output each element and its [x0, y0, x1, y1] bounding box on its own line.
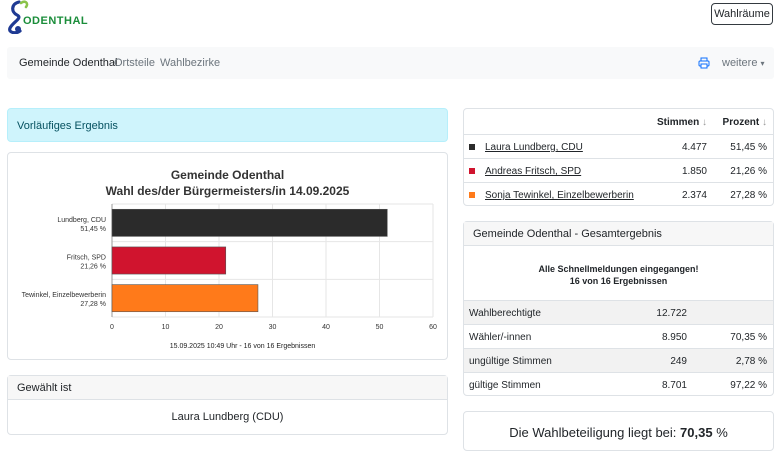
- total-row-value: 8.701: [661, 380, 687, 391]
- total-result-header: Gemeinde Odenthal - Gesamtergebnis: [464, 222, 773, 246]
- col-prozent-label: Prozent: [722, 117, 760, 128]
- wahlraeume-button[interactable]: Wahlräume: [711, 3, 773, 25]
- total-row-pct: 97,22 %: [730, 380, 767, 391]
- caret-down-icon: ▾: [760, 59, 765, 68]
- elected-card: Gewählt ist Laura Lundberg (CDU): [7, 375, 448, 435]
- bar-chart: 0 10 20 30 40 50 60 Lundberg, CDU 51,45 % Fritsch…: [22, 203, 437, 350]
- total-row-pct: 2,78 %: [735, 356, 767, 367]
- turnout-card: Die Wahlbeteiligung liegt bei: 70,35 %: [463, 411, 774, 451]
- sort-down-icon: ↓: [702, 117, 707, 128]
- total-result-card: Gemeinde Odenthal - Gesamtergebnis Alle …: [463, 221, 774, 396]
- nav-item-gemeinde[interactable]: Gemeinde Odenthal: [19, 57, 118, 69]
- stimmen-cell: 4.477: [681, 142, 707, 153]
- category-label: Tewinkel, Einzelbewerberin: [22, 292, 107, 299]
- stimmen-cell: 1.850: [681, 166, 707, 177]
- chart-footer: 15.09.2025 10:49 Uhr - 16 von 16 Ergebni…: [170, 343, 316, 350]
- prozent-cell: 51,45 %: [730, 142, 767, 153]
- col-stimmen-header[interactable]: Stimmen ↓: [657, 117, 707, 128]
- stimmen-cell: 2.374: [681, 190, 707, 201]
- total-row-label: Wahlberechtigte: [469, 308, 541, 319]
- x-tick-label: 60: [429, 324, 437, 331]
- alert-text: Vorläufiges Ergebnis: [17, 120, 118, 132]
- odenthal-logo[interactable]: ODENTHAL: [7, 0, 88, 35]
- color-square-icon: [469, 144, 475, 150]
- nav-item-wahlbezirke[interactable]: Wahlbezirke: [160, 57, 221, 69]
- x-tick-label: 10: [162, 324, 170, 331]
- total-row-value: 8.950: [661, 332, 687, 343]
- total-row: gültige Stimmen 8.701 97,22 %: [464, 372, 773, 397]
- table-row: Andreas Fritsch, SPD 1.850 21,26 %: [464, 158, 773, 183]
- category-pct-label: 27,28 %: [80, 301, 106, 308]
- bar: [111, 246, 227, 275]
- printer-icon[interactable]: [698, 57, 710, 69]
- total-row-label: Wähler/-innen: [469, 332, 532, 343]
- category-pct-label: 51,45 %: [80, 226, 106, 233]
- candidate-link[interactable]: Andreas Fritsch, SPD: [485, 166, 582, 177]
- color-square-icon: [469, 168, 475, 174]
- total-row: Wahlberechtigte 12.722: [464, 300, 773, 325]
- total-row-value: 12.722: [656, 308, 687, 319]
- table-row: Sonja Tewinkel, Einzelbewerberin 2.374 2…: [464, 182, 773, 207]
- weitere-label: weitere: [722, 57, 758, 69]
- bar: [111, 208, 388, 237]
- turnout-unit: %: [716, 425, 728, 440]
- elected-header: Gewählt ist: [8, 376, 447, 400]
- total-row: Wähler/-innen 8.950 70,35 %: [464, 324, 773, 349]
- color-square-icon: [469, 192, 475, 198]
- prozent-cell: 27,28 %: [730, 190, 767, 201]
- turnout-text: Die Wahlbeteiligung liegt bei: 70,35 %: [464, 425, 773, 440]
- total-row-label: gültige Stimmen: [469, 380, 541, 391]
- chart-card: Gemeinde Odenthal Wahl des/der Bürgermei…: [7, 152, 448, 360]
- x-tick-label: 40: [322, 324, 330, 331]
- nav-item-ortsteile[interactable]: Ortsteile: [114, 57, 155, 69]
- reports-count: 16 von 16 Ergebnissen: [569, 276, 668, 286]
- turnout-value: 70,35: [680, 425, 713, 440]
- category-label: Lundberg, CDU: [57, 217, 106, 224]
- navbar: Gemeinde Odenthal Ortsteile Wahlbezirke …: [7, 47, 774, 79]
- x-tick-label: 50: [376, 324, 384, 331]
- total-row-value: 249: [670, 356, 687, 367]
- turnout-prefix: Die Wahlbeteiligung liegt bei:: [509, 425, 677, 440]
- reports-complete-message: Alle Schnellmeldungen eingegangen!: [538, 264, 699, 274]
- elected-name: Laura Lundberg (CDU): [171, 411, 284, 423]
- total-row-pct: 70,35 %: [730, 332, 767, 343]
- chart-title-line1: Gemeinde Odenthal: [170, 168, 285, 182]
- bar: [111, 284, 259, 313]
- sort-down-icon: ↓: [762, 117, 767, 128]
- total-row: ungültige Stimmen 249 2,78 %: [464, 348, 773, 373]
- x-tick-label: 20: [215, 324, 223, 331]
- weitere-dropdown[interactable]: weitere ▾: [722, 57, 765, 69]
- results-table: Stimmen ↓ Prozent ↓ Laura Lundberg, CDU …: [463, 108, 774, 206]
- col-prozent-header[interactable]: Prozent ↓: [723, 117, 767, 128]
- logo-mark-icon: [8, 0, 29, 35]
- chart-title-line2: Wahl des/der Bürgermeisters/in 14.09.202…: [105, 184, 350, 198]
- col-stimmen-label: Stimmen: [656, 117, 700, 128]
- candidate-link[interactable]: Laura Lundberg, CDU: [485, 142, 583, 153]
- category-pct-label: 21,26 %: [80, 264, 106, 271]
- category-label: Fritsch, SPD: [67, 255, 106, 262]
- x-tick-label: 0: [110, 324, 114, 331]
- x-tick-label: 30: [269, 324, 277, 331]
- preliminary-result-alert: Vorläufiges Ergebnis: [7, 108, 448, 142]
- table-row: Laura Lundberg, CDU 4.477 51,45 %: [464, 134, 773, 159]
- candidate-link[interactable]: Sonja Tewinkel, Einzelbewerberin: [485, 190, 634, 201]
- prozent-cell: 21,26 %: [730, 166, 767, 177]
- total-row-label: ungültige Stimmen: [469, 356, 552, 367]
- logo-text: ODENTHAL: [23, 15, 89, 27]
